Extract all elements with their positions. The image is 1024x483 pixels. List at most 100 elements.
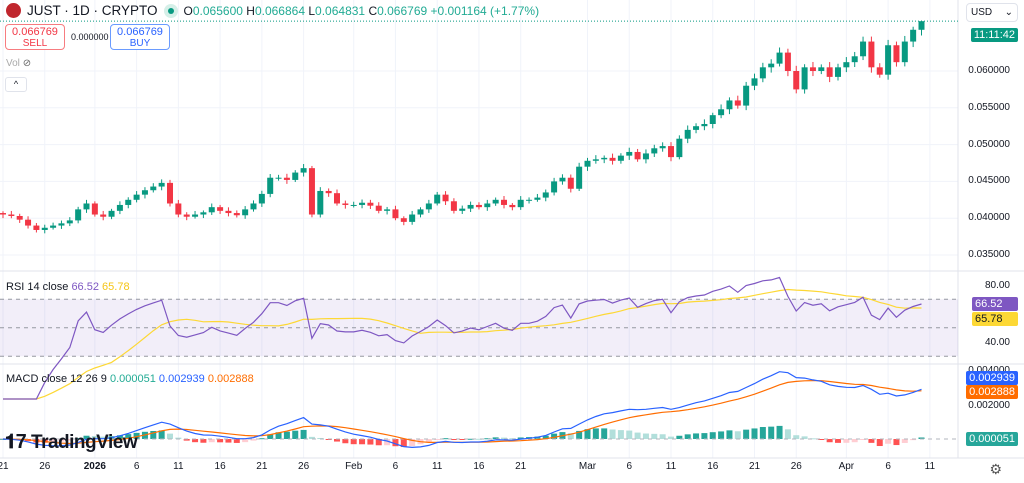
chevron-up-icon: ^ bbox=[13, 79, 19, 89]
macd-histogram-bar bbox=[843, 439, 850, 443]
macd-legend[interactable]: MACD close 12 26 9 0.000051 0.002939 0.0… bbox=[6, 373, 254, 385]
candle bbox=[16, 215, 23, 220]
candle bbox=[375, 205, 382, 211]
symbol-header: JUST · 1D · CRYPTO O0.065600 H0.066864 L… bbox=[6, 3, 539, 18]
candle bbox=[534, 197, 541, 200]
macd-histogram-bar bbox=[83, 435, 90, 439]
price-axis-label: 0.045000 bbox=[968, 175, 1010, 187]
macd-histogram-bar bbox=[384, 439, 391, 446]
candle bbox=[242, 209, 249, 216]
macd-histogram-bar bbox=[233, 439, 240, 443]
eye-off-icon[interactable]: ⊘ bbox=[22, 58, 32, 69]
macd-histogram-bar bbox=[651, 433, 658, 439]
candle bbox=[41, 227, 48, 230]
macd-histogram-bar bbox=[793, 435, 800, 439]
candle bbox=[317, 190, 324, 215]
macd-histogram-bar bbox=[567, 433, 574, 439]
macd-histogram-bar bbox=[751, 428, 758, 439]
macd-histogram-bar bbox=[609, 429, 616, 439]
collapse-button[interactable]: ^ bbox=[5, 77, 27, 92]
macd-histogram-bar bbox=[317, 437, 324, 439]
macd-histogram-bar bbox=[459, 439, 466, 440]
macd-histogram-bar bbox=[718, 431, 725, 439]
macd-histogram-bar bbox=[701, 433, 708, 439]
macd-histogram-bar bbox=[918, 437, 925, 439]
x-axis-label: Feb bbox=[345, 461, 363, 472]
market-status-icon[interactable] bbox=[163, 3, 178, 18]
candle bbox=[609, 157, 616, 161]
macd-histogram-bar bbox=[542, 435, 549, 439]
price-axis-label: 0.060000 bbox=[968, 65, 1010, 76]
candle bbox=[776, 52, 783, 64]
candle bbox=[367, 202, 374, 206]
candle bbox=[509, 204, 516, 208]
candle bbox=[584, 160, 591, 167]
macd-histogram-bar bbox=[392, 439, 399, 447]
macd-histogram-bar bbox=[434, 439, 441, 440]
x-axis-label: 16 bbox=[473, 461, 485, 472]
sell-button[interactable]: 0.066769 SELL bbox=[5, 24, 65, 50]
candle bbox=[693, 126, 700, 130]
candle bbox=[175, 203, 182, 215]
histogram-value-tag: 0.000051 bbox=[966, 432, 1018, 446]
candle bbox=[100, 214, 107, 217]
candle bbox=[559, 177, 566, 182]
candle bbox=[835, 67, 841, 77]
macd-histogram-bar bbox=[601, 428, 608, 439]
settings-icon[interactable]: ⚙ bbox=[989, 461, 1002, 477]
tradingview-logo[interactable]: 𝟏7 TradingView bbox=[5, 431, 138, 453]
candle bbox=[359, 202, 366, 205]
candle bbox=[450, 201, 457, 211]
macd-histogram-bar bbox=[617, 430, 624, 439]
x-axis-label: 16 bbox=[707, 461, 719, 472]
macd-histogram-bar bbox=[901, 439, 908, 443]
candle bbox=[91, 203, 98, 215]
rsi-legend[interactable]: RSI 14 close 66.52 65.78 bbox=[6, 281, 130, 293]
macd-histogram-bar bbox=[50, 439, 57, 443]
x-axis-label: 2026 bbox=[83, 461, 106, 472]
macd-histogram-bar bbox=[726, 430, 733, 439]
macd-value-tag: 0.002939 bbox=[966, 371, 1018, 385]
spread-value: 0.000000 bbox=[71, 32, 109, 42]
candle bbox=[567, 177, 574, 189]
candle bbox=[384, 209, 391, 211]
macd-axis-0.004: 0.004000 bbox=[968, 365, 1010, 371]
candle bbox=[826, 67, 833, 77]
x-axis-label: 11 bbox=[924, 461, 936, 472]
candle bbox=[526, 199, 533, 201]
change-value: +0.001164 (+1.77%) bbox=[430, 3, 540, 18]
signal-line bbox=[2, 379, 922, 445]
candle bbox=[843, 62, 850, 68]
macd-histogram-bar bbox=[425, 439, 432, 442]
macd-histogram-bar bbox=[584, 429, 591, 439]
candle bbox=[885, 45, 892, 75]
x-axis-label: 21 bbox=[515, 461, 527, 472]
candle bbox=[108, 210, 115, 217]
candle bbox=[601, 157, 608, 160]
macd-histogram-bar bbox=[242, 439, 249, 443]
candle bbox=[893, 45, 900, 63]
buy-button[interactable]: 0.066769 BUY bbox=[110, 24, 170, 50]
macd-axis-0.002: 0.002000 bbox=[968, 400, 1010, 411]
x-axis-label: 26 bbox=[298, 461, 310, 472]
macd-histogram-bar bbox=[835, 439, 841, 443]
macd-histogram-bar bbox=[876, 439, 883, 447]
symbol-title[interactable]: JUST · 1D · CRYPTO bbox=[27, 3, 158, 18]
candle bbox=[743, 85, 750, 106]
candle bbox=[250, 203, 257, 210]
candle bbox=[818, 67, 825, 71]
currency-select[interactable]: USD ⌄ bbox=[966, 3, 1018, 22]
candle bbox=[417, 209, 424, 215]
candle bbox=[684, 129, 691, 139]
volume-indicator[interactable]: Vol ⊘ bbox=[6, 58, 32, 69]
ohlc-values: O0.065600 H0.066864 L0.064831 C0.066769 … bbox=[183, 3, 540, 18]
candle bbox=[233, 213, 240, 216]
candle bbox=[801, 67, 808, 90]
macd-histogram-bar bbox=[158, 430, 165, 439]
macd-histogram-bar bbox=[851, 439, 858, 443]
macd-histogram-bar bbox=[41, 439, 48, 443]
x-axis-label: 26 bbox=[39, 461, 51, 472]
x-axis-label: 26 bbox=[790, 461, 802, 472]
candle bbox=[642, 153, 649, 160]
